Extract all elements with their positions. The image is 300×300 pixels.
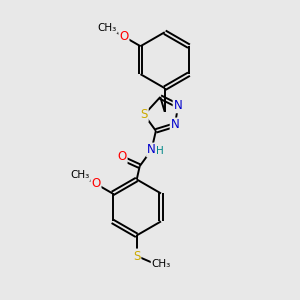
Text: H: H bbox=[156, 146, 164, 156]
Text: N: N bbox=[171, 118, 179, 131]
Text: N: N bbox=[174, 99, 182, 112]
Text: CH₃: CH₃ bbox=[98, 23, 117, 33]
Text: O: O bbox=[119, 30, 128, 43]
Text: CH₃: CH₃ bbox=[152, 259, 171, 269]
Text: S: S bbox=[140, 108, 148, 121]
Text: S: S bbox=[133, 250, 140, 262]
Text: CH₃: CH₃ bbox=[70, 170, 89, 180]
Text: N: N bbox=[147, 143, 156, 157]
Text: O: O bbox=[91, 177, 101, 190]
Text: O: O bbox=[117, 150, 127, 163]
